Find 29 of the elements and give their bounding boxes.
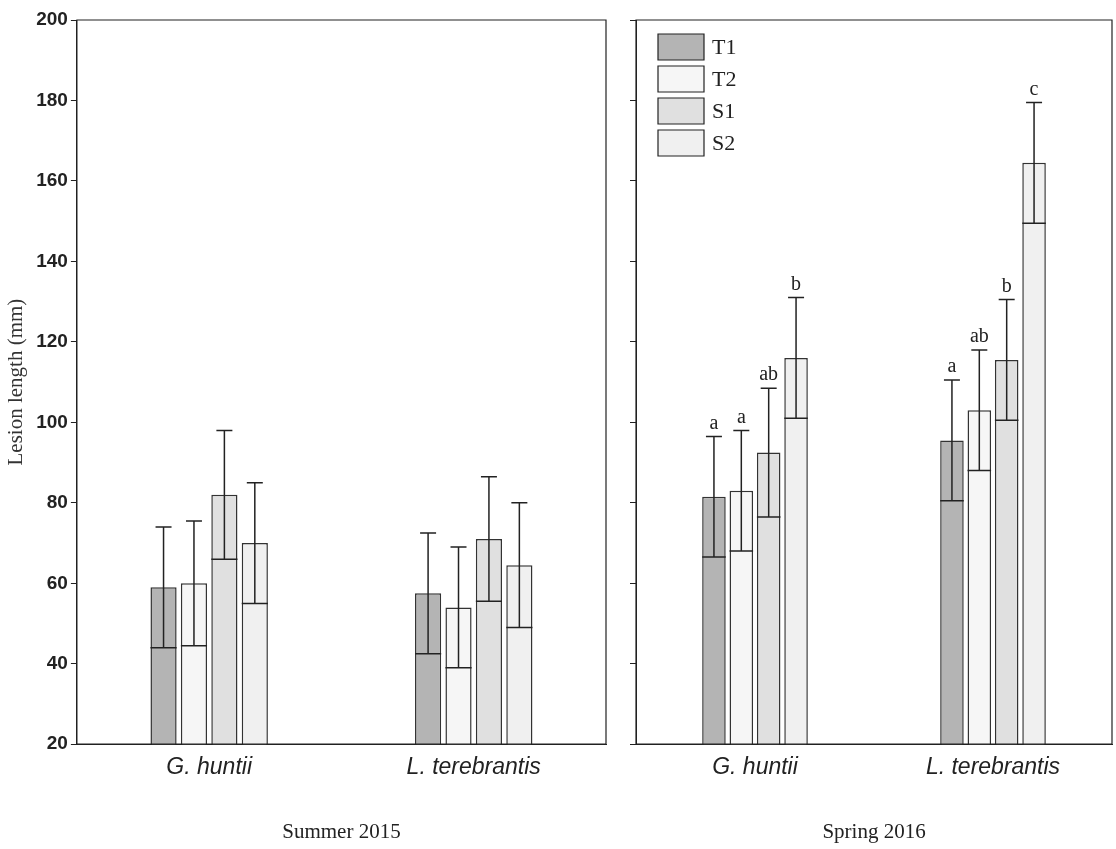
y-tick-label: 200 (36, 8, 68, 30)
x-axis-title: Spring 2016 (822, 818, 926, 843)
annotation: ab (969, 324, 989, 347)
annotation: b (1001, 273, 1012, 296)
x-tick-label: G. huntii (166, 753, 253, 780)
legend-label: S2 (712, 129, 736, 155)
y-tick-label: 80 (46, 491, 68, 513)
annotation: a (709, 410, 719, 433)
x-tick-label: L. terebrantis (925, 753, 1061, 780)
y-axis-title: Lesion length (mm) (3, 298, 28, 466)
x-axis-title: Summer 2015 (282, 818, 401, 843)
annotation: a (736, 404, 746, 427)
annotation: b (791, 271, 802, 294)
legend-label: T2 (712, 65, 737, 91)
y-tick-label: 180 (36, 88, 68, 110)
y-tick-label: 160 (36, 169, 68, 191)
annotation: c (1029, 76, 1039, 99)
y-tick-label: 40 (46, 651, 68, 673)
y-tick-label: 100 (36, 410, 68, 432)
y-tick-label: 120 (36, 330, 68, 352)
legend-label: S1 (712, 97, 736, 123)
annotation: a (947, 354, 957, 377)
y-tick-label: 140 (36, 249, 68, 271)
x-tick-label: L. terebrantis (406, 753, 542, 780)
x-tick-label: G. huntii (712, 753, 799, 780)
annotation: ab (759, 362, 779, 385)
y-tick-label: 20 (46, 732, 68, 754)
y-tick-label: 60 (46, 571, 68, 593)
legend-label: T1 (712, 33, 737, 59)
